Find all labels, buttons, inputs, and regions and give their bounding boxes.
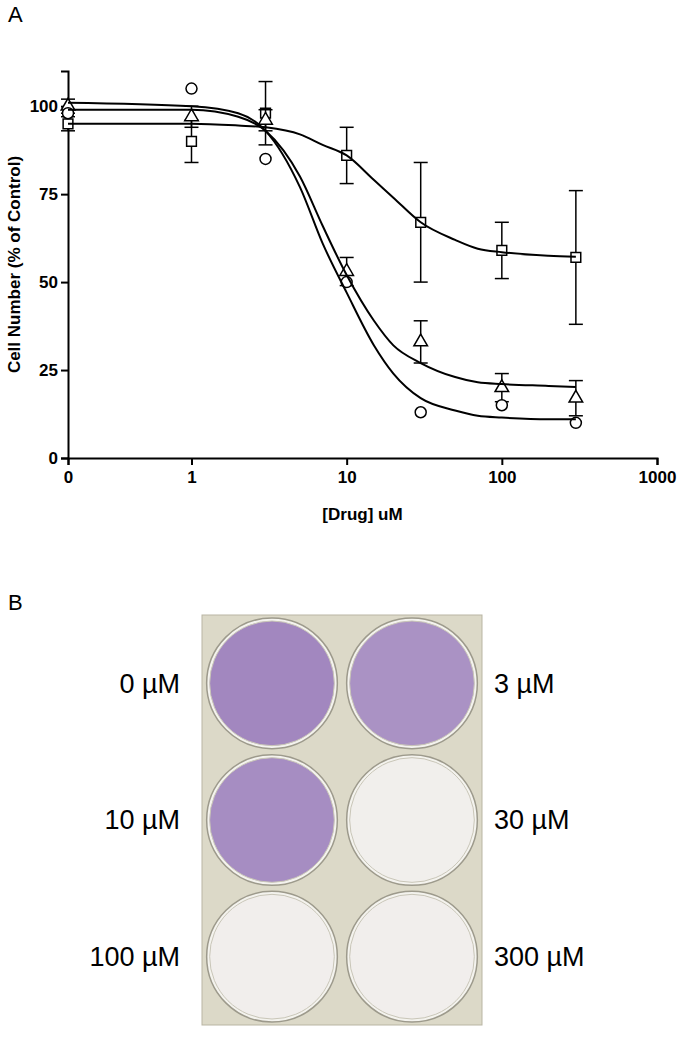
x-tick-label: 1 xyxy=(187,468,196,487)
marker xyxy=(187,136,197,146)
error-bar-cap xyxy=(414,320,428,322)
error-bar-cap xyxy=(259,109,273,111)
well xyxy=(210,758,335,883)
error-bar-cap xyxy=(414,281,428,283)
x-tick: 10 xyxy=(338,458,357,487)
y-tick-mark xyxy=(61,370,68,372)
error-bar-cap xyxy=(569,324,583,326)
fit-line xyxy=(68,110,576,387)
series xyxy=(68,103,576,420)
x-tick-mark xyxy=(501,458,503,465)
x-tick-label: 1000 xyxy=(639,468,677,487)
marker xyxy=(415,407,426,418)
error-bar-cap xyxy=(495,278,509,280)
error-bar xyxy=(495,374,509,402)
panel-label: A xyxy=(8,2,23,27)
well-label: 0 µM xyxy=(119,669,180,699)
plot-area xyxy=(61,82,583,429)
error-bar-cap xyxy=(340,257,354,259)
x-tick-mark xyxy=(657,458,659,465)
error-bar-cap xyxy=(184,127,198,129)
figure: A 0 1 10 100 1000 0 25 50 75 100 [Drug] uM Cell Numb… xyxy=(0,0,689,1050)
panel-label: B xyxy=(8,590,23,615)
error-bar-cap xyxy=(61,130,75,132)
series xyxy=(68,124,576,257)
marker xyxy=(259,112,273,124)
error-bar-cap xyxy=(340,183,354,185)
x-tick: 1000 xyxy=(639,458,677,487)
plate xyxy=(202,615,482,1025)
well xyxy=(350,621,475,746)
well-rim xyxy=(207,618,338,749)
y-tick-mark xyxy=(61,194,68,196)
error-bar xyxy=(184,120,198,162)
marker xyxy=(495,380,509,392)
marker xyxy=(497,246,507,256)
error-bar xyxy=(414,321,428,363)
well-rim xyxy=(347,891,478,1022)
error-bar-cap xyxy=(495,222,509,224)
y-tick-label: 50 xyxy=(39,273,58,292)
well xyxy=(210,621,335,746)
error-bar xyxy=(495,222,509,278)
panel-b: B 0 µM 3 µM 10 µM 30 µM 100 µM 300 µM xyxy=(8,590,585,1025)
well-label: 100 µM xyxy=(89,942,180,972)
error-bar-cap xyxy=(495,373,509,375)
well-label: 300 µM xyxy=(494,942,585,972)
y-tick-label: 75 xyxy=(39,185,58,204)
series xyxy=(61,82,583,325)
y-tick-label: 25 xyxy=(39,361,58,380)
error-bar-cap xyxy=(259,81,273,83)
y-tick-label: 0 xyxy=(49,449,58,468)
well-rim xyxy=(347,618,478,749)
y-tick-label: 100 xyxy=(30,97,58,116)
x-tick-label: 100 xyxy=(488,468,516,487)
x-tick: 1 xyxy=(187,458,196,487)
y-tick: 75 xyxy=(39,185,68,204)
y-tick-mark xyxy=(61,458,68,460)
error-bar-cap xyxy=(184,162,198,164)
marker xyxy=(569,390,583,402)
well xyxy=(210,894,335,1019)
x-tick-label: 0 xyxy=(64,468,73,487)
x-axis-title: [Drug] uM xyxy=(322,505,402,524)
error-bar-cap xyxy=(569,190,583,192)
marker xyxy=(496,400,507,411)
series xyxy=(68,110,576,387)
y-tick: 0 xyxy=(49,449,68,468)
well-label: 3 µM xyxy=(494,669,555,699)
well-rim xyxy=(207,891,338,1022)
x-tick-label: 10 xyxy=(338,468,357,487)
series xyxy=(61,98,583,415)
error-bar-cap xyxy=(569,380,583,382)
x-tick-mark xyxy=(346,458,348,465)
well xyxy=(350,894,475,1019)
error-bar-cap xyxy=(340,127,354,129)
x-tick: 0 xyxy=(64,458,73,487)
marker xyxy=(414,334,428,346)
well xyxy=(350,758,475,883)
marker xyxy=(260,153,271,164)
marker xyxy=(186,83,197,94)
y-tick: 25 xyxy=(39,361,68,380)
error-bar-cap xyxy=(414,162,428,164)
well-label: 30 µM xyxy=(494,805,570,835)
error-bar-cap xyxy=(259,144,273,146)
y-axis-line xyxy=(61,72,69,459)
error-bar-cap xyxy=(569,415,583,417)
x-tick: 100 xyxy=(488,458,516,487)
fit-line xyxy=(68,103,576,420)
x-axis: 0 1 10 100 1000 xyxy=(64,458,677,487)
series xyxy=(63,83,582,428)
x-axis-line xyxy=(69,459,658,466)
y-tick: 50 xyxy=(39,273,68,292)
well-rim xyxy=(207,755,338,886)
x-tick-mark xyxy=(191,458,193,465)
fit-line xyxy=(68,124,576,257)
y-axis-title: Cell Number (% of Control) xyxy=(5,156,24,373)
well-rim xyxy=(347,755,478,886)
panel-a: A 0 1 10 100 1000 0 25 50 75 100 [Drug] uM Cell Numb… xyxy=(5,2,676,524)
y-tick-mark xyxy=(61,282,68,284)
well-label: 10 µM xyxy=(104,805,180,835)
